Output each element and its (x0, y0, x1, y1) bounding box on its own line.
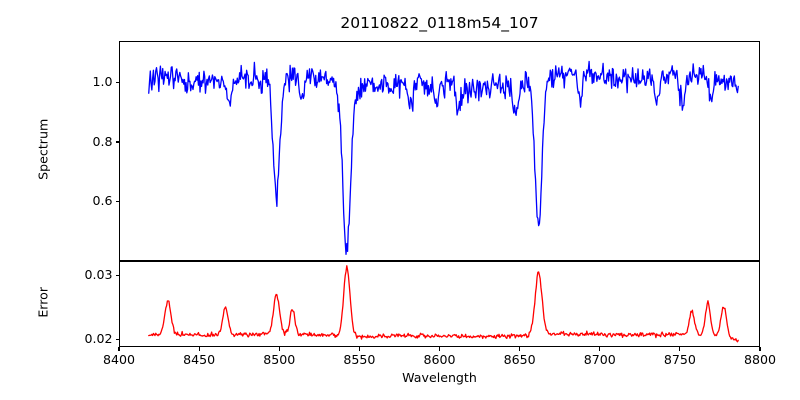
spectrum-ytick-label: 1.0 (92, 74, 113, 90)
x-tick-label: 8800 (743, 352, 777, 367)
x-tick-label: 8550 (343, 352, 376, 367)
x-tick-label: 8400 (102, 352, 136, 367)
error-line (149, 266, 738, 342)
chart-title: 20110822_0118m54_107 (340, 14, 539, 32)
x-tick-label: 8650 (503, 352, 536, 367)
x-tick-mark (679, 347, 681, 351)
x-tick-mark (198, 347, 200, 351)
error-ytick-mark (115, 274, 119, 276)
x-tick-mark (438, 347, 441, 351)
spectrum-ytick-mark (115, 82, 119, 84)
x-tick-mark (519, 347, 521, 351)
spectrum-plot-area (120, 42, 759, 260)
spectrum-ytick-mark (115, 141, 119, 143)
error-ytick-label: 0.02 (84, 330, 113, 346)
error-panel (119, 261, 760, 347)
spectrum-axis-label: Spectrum (35, 118, 51, 180)
error-plot-area (120, 262, 759, 346)
spectrum-line (149, 61, 738, 254)
spectrum-ytick-mark (115, 200, 119, 203)
x-tick-label: 8600 (423, 352, 456, 367)
spectrum-ytick-label: 0.6 (92, 193, 113, 209)
error-ytick-mark (115, 338, 119, 340)
x-axis-label: Wavelength (402, 370, 477, 385)
error-axis-label: Error (35, 286, 51, 318)
x-tick-label: 8500 (263, 352, 296, 367)
x-tick-label: 8450 (183, 352, 216, 367)
error-ytick-label: 0.03 (84, 266, 113, 282)
x-tick-mark (759, 347, 761, 351)
spectrum-ytick-label: 0.8 (92, 133, 113, 149)
x-tick-mark (358, 347, 360, 351)
x-tick-label: 8750 (663, 352, 696, 367)
spectrum-panel (119, 41, 760, 261)
x-tick-mark (599, 347, 601, 351)
x-tick-mark (278, 347, 280, 351)
x-tick-label: 8700 (583, 352, 616, 367)
x-tick-mark (118, 347, 120, 351)
